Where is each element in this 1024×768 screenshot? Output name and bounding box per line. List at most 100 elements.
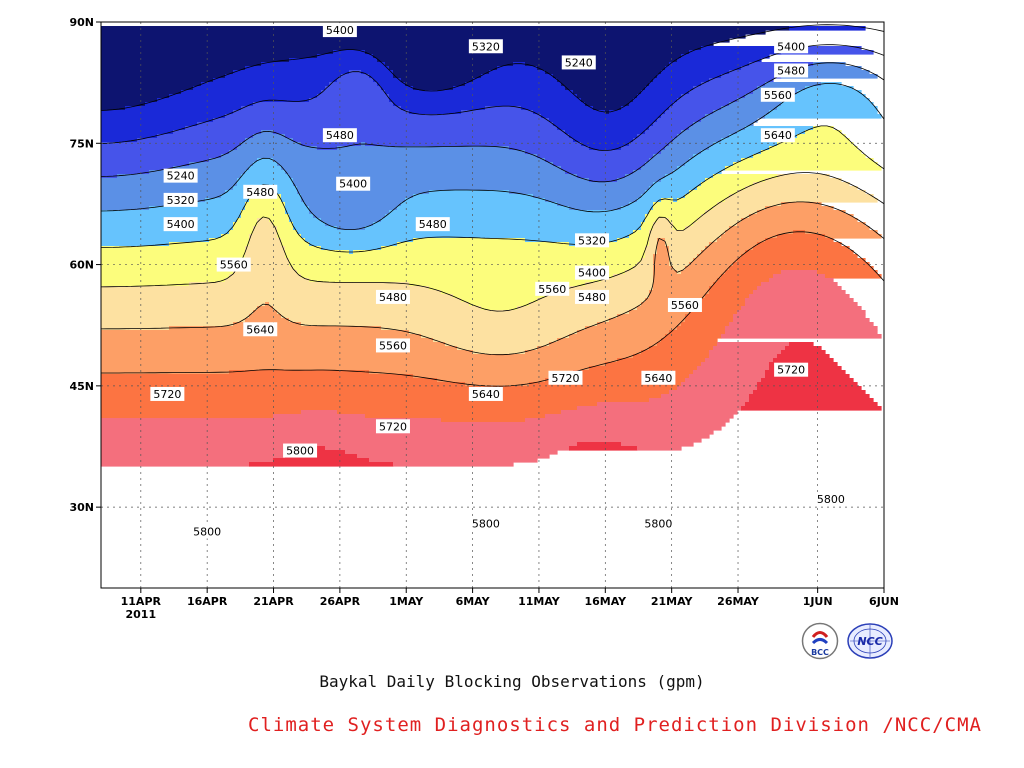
contour-label: 5400 — [163, 217, 198, 232]
band-fill — [677, 198, 726, 203]
band-fill — [785, 346, 822, 351]
band-fill — [813, 62, 846, 67]
band-fill — [637, 94, 682, 99]
band-fill — [413, 86, 454, 91]
band-fill — [665, 334, 722, 339]
band-fill — [233, 110, 410, 115]
band-fill — [641, 226, 654, 231]
band-fill — [665, 146, 710, 151]
contour-label: 5640 — [641, 370, 676, 385]
band-fill — [701, 250, 746, 255]
band-fill — [673, 222, 694, 227]
band-fill — [557, 78, 654, 83]
contour-label-text: 5800 — [193, 525, 221, 538]
band-fill — [689, 50, 782, 55]
band-fill — [653, 266, 674, 271]
band-fill — [737, 190, 866, 195]
band-fill — [653, 286, 710, 291]
band-fill — [101, 130, 174, 135]
band-fill — [253, 310, 278, 315]
contour-label-box — [415, 217, 450, 232]
band-fill — [253, 134, 286, 139]
band-fill — [353, 250, 646, 255]
x-tick-label: 26APR — [320, 595, 361, 608]
band-fill — [757, 386, 862, 391]
band-fill — [101, 322, 234, 327]
band-fill — [701, 362, 770, 367]
band-fill — [589, 366, 698, 371]
band-fill — [637, 134, 678, 139]
band-fill — [741, 254, 858, 259]
band-fill — [189, 162, 254, 167]
band-fill — [673, 102, 730, 107]
band-fill — [397, 206, 570, 211]
band-fill — [745, 402, 878, 407]
band-fill — [293, 178, 590, 183]
band-fill — [761, 282, 838, 287]
band-fill — [213, 78, 338, 83]
band-fill — [317, 446, 326, 451]
band-fill — [461, 110, 534, 115]
contour-label-box — [774, 39, 809, 54]
band-fill — [693, 122, 754, 127]
band-fill — [741, 66, 798, 71]
band-fill — [385, 62, 514, 67]
band-fill — [649, 290, 710, 295]
band-fill — [285, 134, 570, 139]
band-fill — [621, 206, 654, 211]
band-fill — [825, 234, 882, 239]
band-fill — [297, 190, 430, 195]
contour-label: 5720 — [548, 370, 583, 385]
band-fill — [637, 306, 694, 311]
band-fill — [721, 74, 782, 79]
band-fill — [785, 98, 870, 103]
band-fill — [649, 234, 722, 239]
band-fill — [625, 270, 654, 275]
band-fill — [637, 262, 654, 267]
band-fill — [229, 230, 254, 235]
band-fill — [653, 274, 722, 279]
band-fill — [573, 138, 634, 143]
contour-label-box — [641, 370, 676, 385]
band-fill — [597, 242, 650, 247]
band-fill — [645, 218, 658, 223]
band-fill — [101, 102, 146, 107]
band-fill — [597, 402, 746, 407]
band-fill — [409, 110, 462, 115]
band-fill — [101, 190, 226, 195]
contour-label-text: 5640 — [472, 388, 500, 401]
band-fill — [397, 242, 570, 247]
band-fill — [245, 254, 286, 259]
band-fill — [229, 370, 370, 375]
band-fill — [525, 418, 730, 423]
band-fill — [445, 342, 550, 347]
band-fill — [281, 238, 306, 243]
band-fill — [673, 226, 686, 231]
band-fill — [665, 110, 714, 115]
contour-label: 5320 — [468, 39, 503, 54]
contour-label: 5640 — [760, 128, 795, 143]
band-fill — [765, 178, 842, 183]
band-fill — [701, 182, 754, 187]
band-fill — [749, 398, 874, 403]
band-fill — [769, 110, 878, 115]
band-fill — [709, 78, 774, 83]
band-fill — [573, 90, 642, 95]
band-fill — [781, 350, 826, 355]
band-fill — [249, 198, 282, 203]
band-fill — [645, 214, 702, 219]
contour-label-text: 5800 — [817, 493, 845, 506]
band-fill — [101, 434, 710, 439]
band-fill — [753, 154, 866, 159]
band-fill — [693, 222, 738, 227]
contour-label: 5560 — [375, 338, 410, 353]
band-fill — [101, 206, 150, 211]
band-fill — [701, 214, 750, 219]
band-fill — [289, 58, 378, 63]
band-fill — [297, 270, 626, 275]
band-fill — [657, 218, 670, 223]
band-fill — [441, 418, 526, 423]
band-fill — [253, 230, 278, 235]
band-fill — [101, 370, 230, 375]
band-fill — [413, 374, 562, 379]
